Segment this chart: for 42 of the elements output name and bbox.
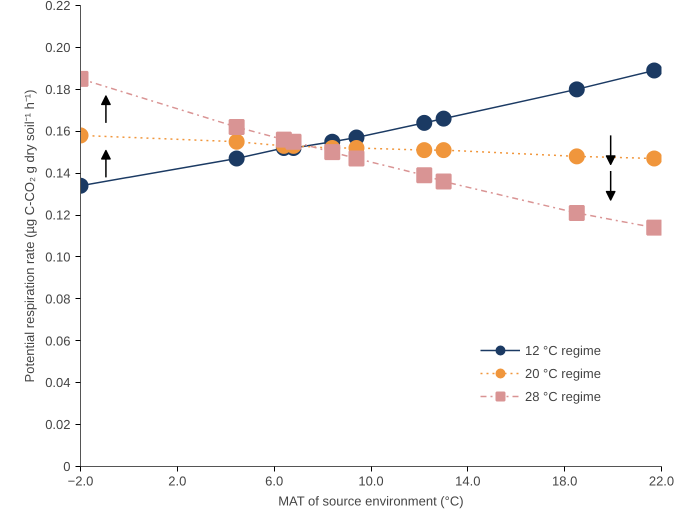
point — [436, 174, 452, 190]
x-tick-label: 22.0 — [648, 474, 674, 488]
x-tick-label: −2.0 — [68, 474, 94, 488]
legend-label: 20 °C regime — [524, 366, 601, 380]
y-axis-title: Potential respiration rate (µg C-CO₂ g dry soil⁻¹ h⁻¹) — [22, 90, 38, 382]
point — [436, 142, 452, 158]
point — [324, 144, 340, 160]
y-tick-label: 0.02 — [45, 417, 71, 432]
point — [568, 204, 585, 221]
point — [646, 62, 662, 78]
x-tick-label: 2.0 — [168, 474, 186, 488]
x-tick-label: 6.0 — [265, 474, 284, 488]
y-tick-label: 0.20 — [45, 40, 71, 55]
point — [286, 134, 302, 150]
y-tick-label: 0.06 — [45, 333, 71, 348]
y-tick-label: 0.14 — [45, 166, 71, 181]
y-tick-label: 0.18 — [45, 82, 71, 97]
x-tick-label: 10.0 — [358, 474, 384, 488]
y-tick-label: 0.08 — [45, 291, 71, 306]
point — [436, 110, 452, 127]
point — [416, 142, 432, 158]
point — [228, 134, 245, 150]
y-tick-label: 0.16 — [45, 124, 71, 139]
y-tick-label: 0 — [63, 459, 71, 474]
point — [568, 148, 585, 164]
y-tick-label: 0.04 — [45, 375, 71, 390]
point — [646, 220, 662, 236]
y-tick-label: 0.10 — [45, 249, 71, 264]
point — [416, 167, 432, 184]
legend-label: 28 °C regime — [524, 388, 601, 404]
point — [568, 81, 585, 98]
point — [348, 150, 364, 166]
y-tick-label: 0.12 — [45, 208, 71, 223]
legend-label: 12 °C regime — [524, 342, 601, 358]
point — [228, 119, 245, 136]
point — [416, 114, 432, 131]
point — [228, 150, 245, 166]
y-tick-label: 0.22 — [45, 0, 71, 13]
x-tick-label: 14.0 — [455, 474, 480, 488]
x-axis-title: MAT of source environment (°C) — [278, 494, 464, 508]
x-tick-label: 18.0 — [552, 474, 578, 488]
point — [646, 150, 662, 166]
